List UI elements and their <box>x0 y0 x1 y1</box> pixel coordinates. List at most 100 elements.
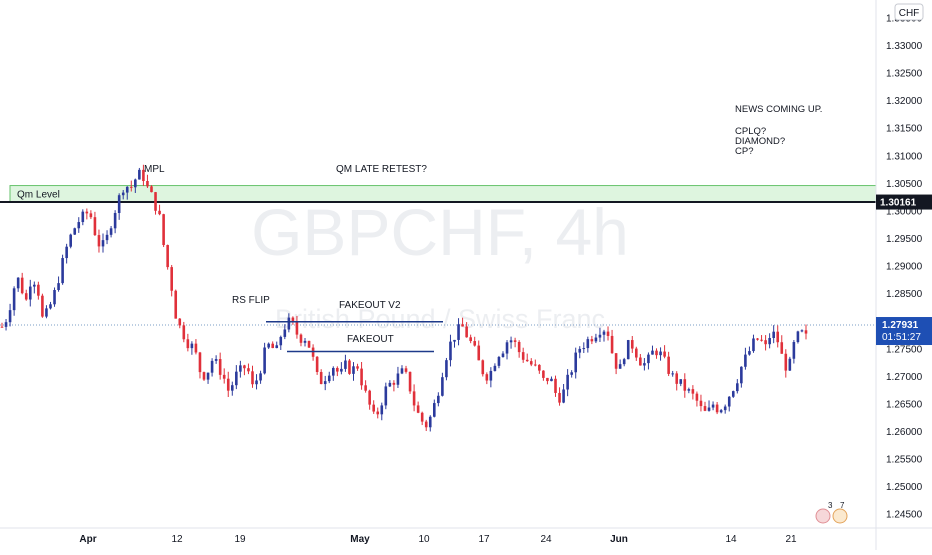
currency-badge-box[interactable] <box>894 3 924 21</box>
price-tick-label: 1.27000 <box>886 372 923 383</box>
candle-body <box>699 400 703 407</box>
current-price-text: 1.27931 <box>882 320 919 331</box>
candle-body <box>263 347 266 374</box>
candle-body <box>594 337 598 342</box>
economic-events-badge[interactable]: 3 7 <box>815 501 848 524</box>
chf-flag-icon <box>832 508 848 524</box>
price-axis[interactable]: 1.24500 1.25000 1.25500 1.26000 1.26500 1.270… <box>886 13 923 520</box>
candle-body <box>517 341 521 353</box>
candle-body <box>534 364 537 366</box>
candle-body <box>643 363 646 366</box>
candle-body <box>20 277 24 294</box>
candle-body <box>461 324 464 327</box>
candle-body <box>622 359 626 365</box>
qm-level-zone[interactable] <box>9 185 877 203</box>
candle-body <box>788 358 792 371</box>
candle-body <box>271 343 274 349</box>
candle-body <box>651 350 654 355</box>
candle-body <box>206 372 210 380</box>
candle-body <box>291 317 295 323</box>
candle-body <box>45 308 48 317</box>
candle-body <box>194 343 198 353</box>
qm-level-label: Qm Level <box>17 190 60 201</box>
key-level-price-text: 1.30161 <box>880 198 917 209</box>
candle-body <box>437 395 440 404</box>
current-price-tag <box>876 317 932 346</box>
candle-body <box>331 367 335 376</box>
candle-body <box>190 343 194 349</box>
candle-body <box>477 345 481 361</box>
candle-body <box>396 373 400 385</box>
candle-body <box>538 364 541 371</box>
price-tick-label: 1.30000 <box>886 206 923 217</box>
candle-body <box>727 396 731 407</box>
candle-body <box>202 372 206 380</box>
candle-body <box>251 371 254 385</box>
candle-body <box>574 352 578 373</box>
candle-body <box>744 354 747 367</box>
candle-body <box>109 228 113 235</box>
candle-body <box>772 331 775 338</box>
candle-body <box>340 368 343 372</box>
candle-body <box>740 366 743 384</box>
qm-late-retest-annotation: QM LATE RETEST? <box>336 164 427 175</box>
candle-body <box>283 329 287 337</box>
countdown-text: 01:51:27 <box>882 332 921 343</box>
candle-body <box>683 379 687 391</box>
candle-body <box>804 330 808 334</box>
candle-body <box>590 339 594 342</box>
candle-body <box>784 353 788 371</box>
candle-body <box>529 361 533 365</box>
candle-body <box>61 258 64 284</box>
candle-body <box>570 372 573 375</box>
candle-body <box>562 389 565 403</box>
time-axis[interactable]: Apr 12 19 May 10 17 24 Jun 14 21 <box>79 534 797 545</box>
candle-body <box>469 337 472 342</box>
candle-body <box>586 339 590 349</box>
candle-body <box>77 222 81 229</box>
candle-body <box>606 331 610 336</box>
candle-body <box>768 337 771 345</box>
candle-body <box>247 368 250 372</box>
candle-body <box>53 289 56 305</box>
candle-body <box>150 186 153 193</box>
candle-body <box>525 359 529 362</box>
candle-body <box>154 192 157 211</box>
candle-body <box>158 210 161 215</box>
candle-body <box>736 383 739 392</box>
candle-body <box>125 186 129 193</box>
time-tick-label: 10 <box>418 534 430 545</box>
candle-body <box>626 340 630 360</box>
candle-body <box>319 371 323 385</box>
candle-body <box>453 339 456 342</box>
candle-body <box>368 390 371 405</box>
candle-body <box>287 317 291 330</box>
candle-body <box>748 351 751 355</box>
candle-body <box>16 277 20 289</box>
candle-body <box>521 352 525 360</box>
candle-body <box>602 331 606 335</box>
candle-body <box>142 169 145 182</box>
candle-body <box>89 213 93 218</box>
candle-body <box>659 351 662 356</box>
price-tick-label: 1.31500 <box>886 124 923 135</box>
price-tick-label: 1.33000 <box>886 41 923 52</box>
candle-body <box>505 342 509 354</box>
candle-body <box>24 293 28 300</box>
candle-body <box>792 342 796 359</box>
time-tick-label: Jun <box>610 534 628 545</box>
candle-body <box>97 235 101 247</box>
candle-body <box>497 356 501 366</box>
candle-body <box>113 212 117 229</box>
price-tick-label: 1.29000 <box>886 262 923 273</box>
candle-body <box>8 310 12 323</box>
candle-body <box>372 404 375 412</box>
candle-body <box>105 234 109 241</box>
candle-body <box>752 338 755 352</box>
rs-flip-annotation: RS FLIP <box>232 295 270 306</box>
candle-body <box>214 359 218 361</box>
candle-body <box>166 245 169 268</box>
price-tick-label: 1.26000 <box>886 427 923 438</box>
candle-body <box>554 378 557 393</box>
